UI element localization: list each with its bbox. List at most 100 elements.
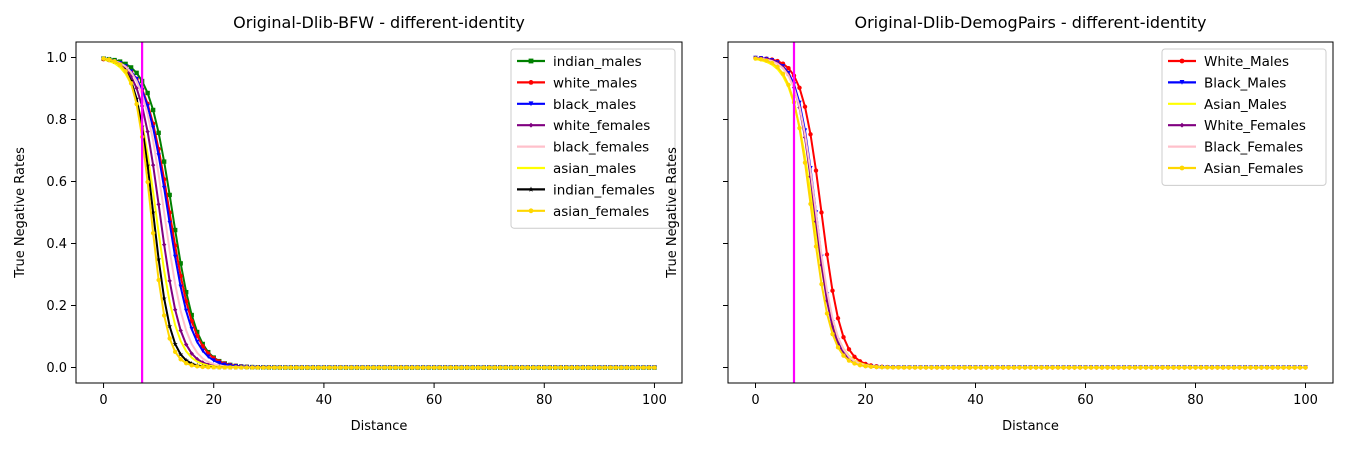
data-point-Asian_Females xyxy=(1121,365,1127,370)
data-point-White_Males xyxy=(835,316,841,321)
plot-frame xyxy=(727,41,1334,384)
data-point-asian_females xyxy=(442,365,448,370)
data-point-indian_males xyxy=(189,312,194,318)
data-point-asian_females xyxy=(470,365,475,370)
data-point-asian_females xyxy=(426,365,431,370)
data-point-asian_females xyxy=(294,365,299,370)
data-point-Asian_Females xyxy=(1259,365,1264,370)
y-tick-label: 0.6 xyxy=(46,175,67,190)
legend-swatch-marker xyxy=(528,101,534,107)
data-point-indian_males xyxy=(178,261,183,266)
data-point-asian_females xyxy=(321,365,327,370)
data-point-Asian_Females xyxy=(1050,365,1055,370)
data-point-Asian_Females xyxy=(978,365,984,370)
legend-swatch-marker xyxy=(1179,58,1185,64)
data-point-indian_females xyxy=(172,341,178,347)
data-point-asian_females xyxy=(558,365,563,370)
data-point-Asian_Females xyxy=(885,365,890,370)
data-point-indian_females xyxy=(178,351,184,357)
legend-swatch-marker xyxy=(528,58,534,64)
data-point-asian_females xyxy=(206,364,211,370)
legend-item: Black_Females xyxy=(1168,140,1303,156)
data-point-Asian_Females xyxy=(1149,365,1154,370)
data-point-indian_females xyxy=(183,357,189,363)
y-tick-label: 0.8 xyxy=(46,113,67,128)
data-point-asian_females xyxy=(189,363,194,368)
data-point-asian_females xyxy=(288,365,294,370)
legend-swatch-marker xyxy=(1179,122,1185,128)
x-tick-label: 80 xyxy=(1187,393,1204,408)
legend-label: White_Females xyxy=(1204,118,1306,134)
data-point-Asian_Females xyxy=(1193,365,1198,370)
data-point-Asian_Females xyxy=(1105,365,1110,370)
data-point-Asian_Females xyxy=(984,365,989,370)
legend-item: white_males xyxy=(517,75,637,91)
data-point-indian_males xyxy=(123,61,128,67)
data-point-white_females xyxy=(145,129,150,134)
data-point-White_Males xyxy=(819,210,824,215)
data-point-asian_females xyxy=(437,365,442,370)
legend-item: Asian_Females xyxy=(1168,161,1303,177)
x-tick-label: 80 xyxy=(536,393,553,408)
legend-label: indian_females xyxy=(553,182,655,198)
data-point-black_males xyxy=(200,348,205,353)
legend-swatch-marker xyxy=(528,80,534,85)
data-point-asian_females xyxy=(195,364,200,369)
data-point-white_females xyxy=(134,85,139,91)
data-point-Asian_Females xyxy=(775,64,780,70)
data-point-Asian_Females xyxy=(1281,365,1286,370)
data-point-indian_males xyxy=(183,289,189,295)
data-point-indian_males xyxy=(134,70,139,76)
data-point-asian_females xyxy=(475,365,481,370)
data-point-asian_females xyxy=(332,365,338,370)
data-point-indian_males xyxy=(195,329,200,335)
data-point-black_males xyxy=(156,153,161,158)
data-point-Asian_Females xyxy=(934,365,940,370)
data-point-indian_males xyxy=(172,227,178,233)
legend-label: White_Males xyxy=(1204,54,1289,70)
data-point-asian_females xyxy=(586,365,591,370)
data-point-Asian_Females xyxy=(956,365,962,370)
legend-item: Asian_Males xyxy=(1168,97,1287,113)
data-point-Asian_Females xyxy=(1209,365,1215,370)
data-point-white_females xyxy=(150,162,156,168)
data-point-Asian_Females xyxy=(967,365,973,370)
y-tick-label: 0.4 xyxy=(46,237,67,252)
data-point-asian_females xyxy=(145,179,150,185)
data-point-White_Males xyxy=(808,132,813,137)
data-point-Asian_Females xyxy=(995,365,1000,370)
data-point-asian_females xyxy=(228,365,233,370)
data-point-asian_females xyxy=(393,365,398,370)
data-point-asian_females xyxy=(316,365,321,370)
data-point-asian_females xyxy=(277,365,283,370)
data-point-White_Males xyxy=(802,104,808,109)
data-point-asian_females xyxy=(459,365,464,370)
legend-item: indian_females xyxy=(517,182,655,198)
data-point-Asian_Females xyxy=(1000,365,1006,370)
data-point-Asian_Females xyxy=(901,365,907,370)
data-point-white_females xyxy=(189,351,194,356)
data-point-Asian_Females xyxy=(1028,365,1033,370)
data-point-Asian_Females xyxy=(1055,365,1061,370)
data-point-asian_females xyxy=(222,365,227,370)
data-point-asian_females xyxy=(398,365,404,370)
data-point-asian_females xyxy=(404,365,409,370)
data-point-asian_females xyxy=(376,365,382,370)
data-point-asian_females xyxy=(531,365,536,370)
data-point-asian_females xyxy=(338,365,343,370)
data-point-asian_females xyxy=(106,57,112,62)
legend-swatch-marker xyxy=(1179,80,1185,85)
data-point-Asian_Females xyxy=(1292,365,1297,370)
data-point-Asian_Females xyxy=(973,365,978,370)
data-point-Asian_Females xyxy=(962,365,967,370)
data-point-Asian_Females xyxy=(951,365,956,370)
data-point-Asian_Females xyxy=(1253,365,1259,370)
data-point-Asian_Females xyxy=(1231,365,1237,370)
data-point-white_females xyxy=(161,242,167,247)
data-point-asian_females xyxy=(509,365,514,370)
data-point-asian_females xyxy=(250,365,255,370)
data-point-Asian_Females xyxy=(1198,365,1204,370)
data-point-asian_females xyxy=(630,365,635,370)
data-point-asian_females xyxy=(178,357,183,362)
data-point-asian_females xyxy=(652,365,657,370)
